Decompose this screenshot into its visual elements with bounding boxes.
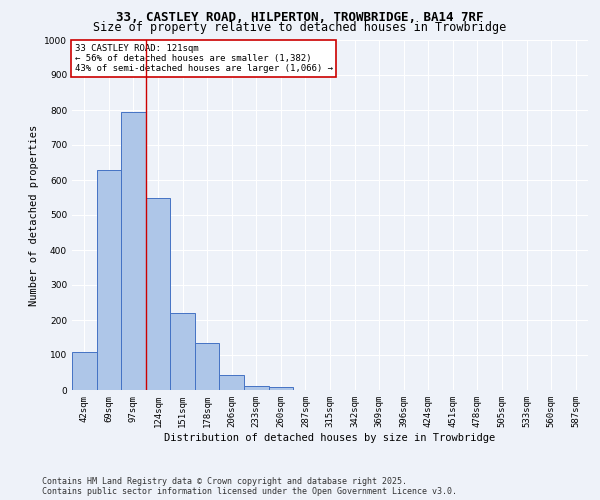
Text: 33, CASTLEY ROAD, HILPERTON, TROWBRIDGE, BA14 7RF: 33, CASTLEY ROAD, HILPERTON, TROWBRIDGE,… [116,11,484,24]
Bar [97,170,121,390]
Y-axis label: Number of detached properties: Number of detached properties [29,124,38,306]
Text: Size of property relative to detached houses in Trowbridge: Size of property relative to detached ho… [94,21,506,34]
Bar [72,352,97,390]
X-axis label: Distribution of detached houses by size in Trowbridge: Distribution of detached houses by size … [164,432,496,442]
Bar [269,387,293,390]
Bar [146,198,170,390]
Bar [195,343,220,390]
Text: 33 CASTLEY ROAD: 121sqm
← 56% of detached houses are smaller (1,382)
43% of semi: 33 CASTLEY ROAD: 121sqm ← 56% of detache… [74,44,332,74]
Bar [121,112,146,390]
Bar [170,313,195,390]
Bar [220,375,244,390]
Text: Contains HM Land Registry data © Crown copyright and database right 2025.
Contai: Contains HM Land Registry data © Crown c… [42,476,457,496]
Bar [244,386,269,390]
